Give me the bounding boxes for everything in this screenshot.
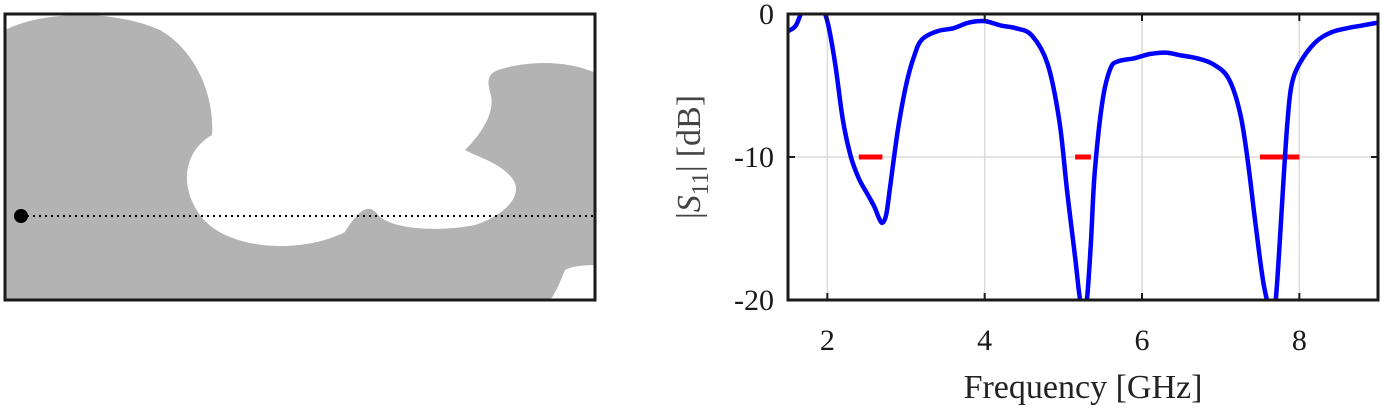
y-ticks: 0 -10 -20 (734, 0, 1378, 317)
radiator-shape (5, 14, 595, 300)
s11-series-line (788, 14, 1378, 300)
y-tick-label: 0 (759, 0, 774, 31)
x-tick-label: 2 (820, 324, 835, 357)
x-tick-label: 6 (1135, 324, 1150, 357)
x-axis-title: Frequency [GHz] (964, 369, 1203, 406)
y-tick-label: -10 (734, 141, 774, 174)
geometry-frame (3, 12, 597, 302)
y-axis-title: |S11|[dB] (671, 95, 714, 219)
x-ticks: 2 4 6 8 (820, 14, 1307, 357)
y-axis-title-open: | (671, 212, 708, 219)
y-tick-label: -20 (734, 284, 774, 317)
y-axis-title-subscript: 11 (688, 172, 714, 195)
y-axis-title-close: | (671, 165, 708, 172)
y-axis-title-unit: [dB] (671, 95, 708, 157)
y-axis-title-symbol: S (671, 195, 708, 212)
s11-curve (788, 14, 1378, 300)
antenna-geometry-panel (3, 12, 597, 302)
feed-point-marker (14, 209, 28, 223)
x-tick-label: 8 (1292, 324, 1307, 357)
x-tick-label: 4 (977, 324, 992, 357)
